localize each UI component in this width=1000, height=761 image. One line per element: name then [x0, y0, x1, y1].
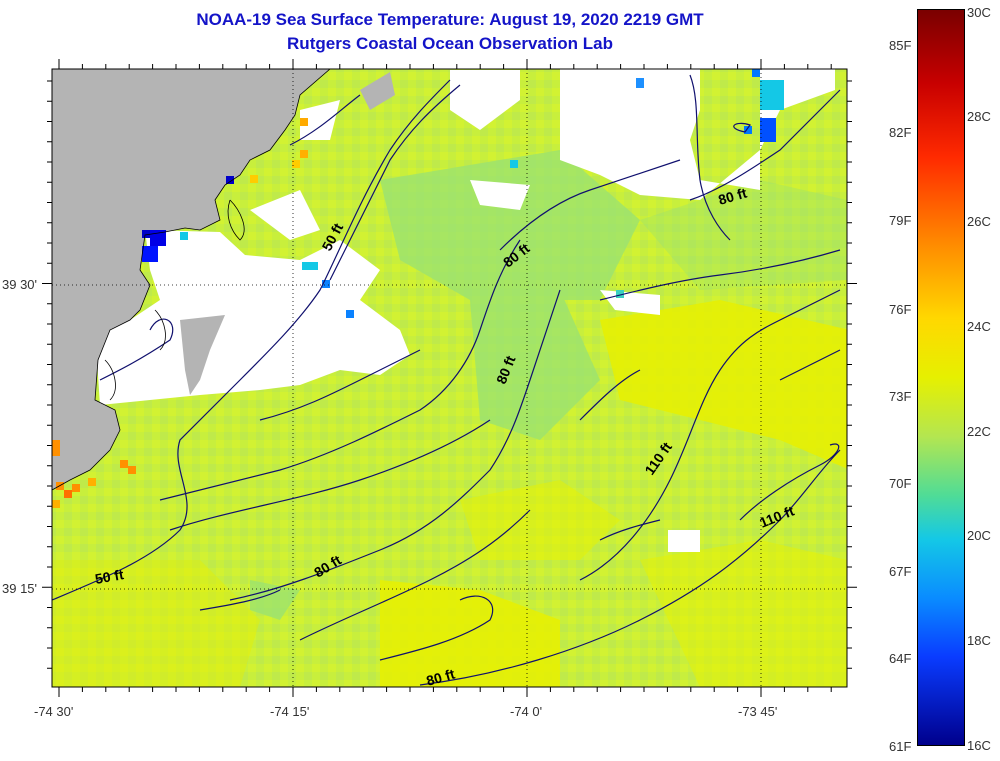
colorbar-c-label: 22C	[967, 424, 991, 439]
bathymetry-contours	[52, 74, 841, 686]
x-tick-label: -74 0'	[510, 704, 543, 719]
x-tick-label: -74 15'	[270, 704, 310, 719]
contour-label: 80 ft	[716, 184, 748, 207]
y-tick-label: 39 30'	[2, 277, 38, 292]
colorbar-c-label: 26C	[967, 214, 991, 229]
y-tick-label: 39 15'	[2, 581, 38, 596]
colorbar-c-label: 28C	[967, 109, 991, 124]
contour-label: 80 ft	[424, 665, 456, 688]
chart-title: NOAA-19 Sea Surface Temperature: August …	[196, 10, 704, 29]
colorbar-c-label: 20C	[967, 528, 991, 543]
colorbar-f-label: 82F	[889, 125, 912, 140]
contour-label: 50 ft	[94, 566, 125, 587]
x-tick-label: -74 30'	[34, 704, 74, 719]
graticule	[52, 69, 847, 687]
colorbar-f-label: 73F	[889, 389, 912, 404]
colorbar-f-label: 67F	[889, 564, 912, 579]
colorbar-f-label: 61F	[889, 739, 912, 754]
warm-water-patches	[52, 300, 847, 687]
axis-ticks	[42, 59, 857, 697]
map-frame	[51, 68, 848, 688]
colorbar-f-label: 64F	[889, 651, 912, 666]
colorbar-f-label: 85F	[889, 38, 912, 53]
colorbar-c-label: 24C	[967, 319, 991, 334]
temperature-colorbar	[917, 9, 965, 746]
cold-pixels	[142, 69, 784, 318]
colorbar-f-label: 79F	[889, 213, 912, 228]
colorbar-f-label: 70F	[889, 476, 912, 491]
barrier-island	[180, 315, 225, 395]
warm-coastal-pixels	[52, 118, 308, 508]
colorbar-c-label: 30C	[967, 5, 991, 20]
chart-subtitle: Rutgers Coastal Ocean Observation Lab	[287, 34, 613, 53]
colorbar-f-label: 76F	[889, 302, 912, 317]
x-tick-label: -73 45'	[738, 704, 778, 719]
colorbar-c-label: 16C	[967, 738, 991, 753]
colorbar-c-label: 18C	[967, 633, 991, 648]
barrier-island	[360, 72, 395, 110]
coastline	[52, 69, 331, 491]
land-mass	[52, 69, 330, 490]
